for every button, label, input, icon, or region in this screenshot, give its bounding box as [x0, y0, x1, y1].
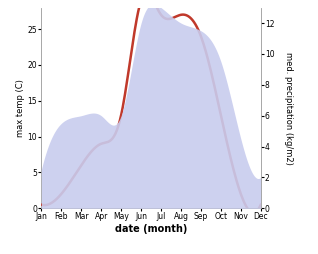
Y-axis label: med. precipitation (kg/m2): med. precipitation (kg/m2)	[284, 52, 293, 164]
X-axis label: date (month): date (month)	[115, 224, 187, 234]
Y-axis label: max temp (C): max temp (C)	[16, 79, 25, 137]
